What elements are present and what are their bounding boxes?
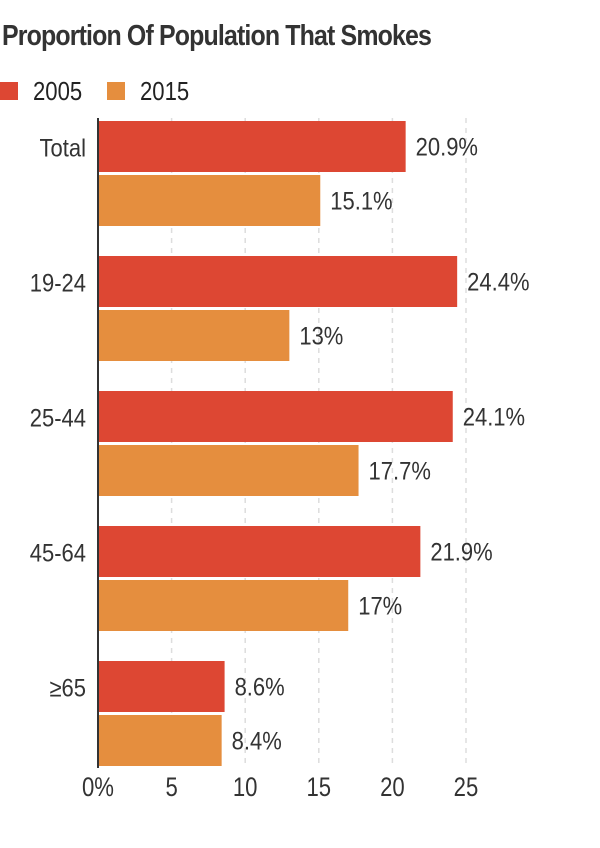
bar-2015-≥65 (98, 715, 222, 766)
bar-2005-≥65 (98, 661, 225, 712)
category-label: 45-64 (30, 539, 86, 567)
x-tick-label: 5 (165, 773, 177, 803)
category-label: 25-44 (30, 404, 86, 432)
value-label-2005-45-64: 21.9% (430, 538, 492, 566)
bar-2015-25-44 (98, 445, 359, 496)
bar-2015-Total (98, 175, 321, 226)
category-label: 19-24 (30, 269, 86, 297)
value-label-2015-19-24: 13% (299, 322, 343, 350)
bar-2005-45-64 (98, 526, 421, 577)
category-label: Total (40, 134, 86, 162)
bar-2015-19-24 (98, 310, 290, 361)
category-label: ≥65 (49, 674, 86, 702)
value-label-2015-25-44: 17.7% (369, 457, 431, 485)
legend-swatch-2015 (106, 82, 125, 100)
legend-item-2015: 2015 (106, 75, 198, 107)
value-label-2015-≥65: 8.4% (232, 727, 282, 755)
bar-2015-45-64 (98, 580, 349, 631)
value-label-2005-19-24: 24.4% (467, 268, 529, 296)
legend: 2005 2015 (0, 76, 214, 106)
chart-title: Proportion Of Population That Smokes (2, 20, 432, 52)
legend-swatch-2005 (0, 82, 18, 100)
value-label-2015-Total: 15.1% (330, 187, 392, 215)
value-label-2005-25-44: 24.1% (463, 403, 525, 431)
x-tick-label: 0% (82, 773, 114, 803)
x-tick-label: 10 (233, 773, 258, 803)
value-label-2015-45-64: 17% (358, 592, 402, 620)
bar-2005-Total (98, 121, 406, 172)
legend-label-2015: 2015 (139, 75, 190, 106)
legend-label-2005: 2005 (33, 75, 83, 106)
bar-2005-25-44 (98, 391, 453, 442)
x-tick-label: 25 (454, 773, 479, 803)
x-tick-label: 15 (306, 773, 331, 803)
value-label-2005-Total: 20.9% (416, 133, 478, 161)
x-tick-label: 20 (380, 773, 405, 803)
legend-item-2005: 2005 (0, 76, 91, 107)
bar-2005-19-24 (98, 256, 458, 307)
value-label-2005-≥65: 8.6% (235, 673, 285, 701)
